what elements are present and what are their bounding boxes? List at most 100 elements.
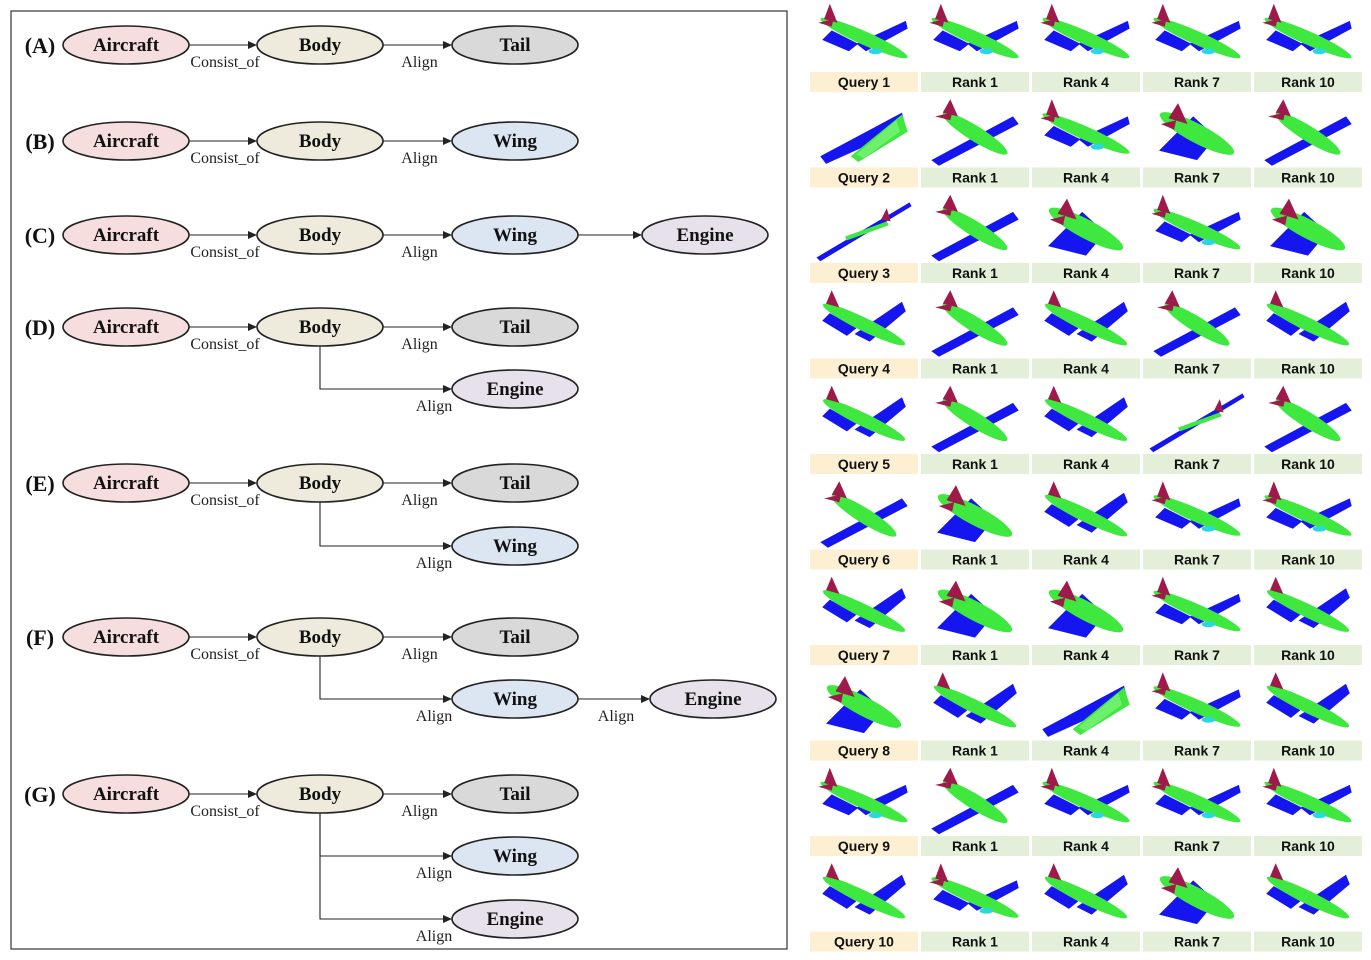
node-body: Body	[256, 25, 384, 65]
aircraft-render	[1044, 385, 1128, 441]
node-ellipse	[256, 25, 384, 65]
rank-label: Rank 4	[1063, 552, 1109, 568]
aircraft-render	[822, 863, 906, 919]
aircraft-render	[822, 576, 906, 632]
row-id-label: (F)	[26, 625, 54, 650]
node-aircraft: Aircraft	[62, 307, 190, 347]
query-caption-bg	[810, 167, 918, 188]
edge-label: Align	[416, 928, 452, 945]
rank-label: Rank 7	[1174, 361, 1220, 377]
node-ellipse	[62, 215, 190, 255]
node-label: Wing	[493, 225, 538, 246]
aircraft-render	[1151, 3, 1241, 59]
node-engine: Engine	[641, 215, 769, 255]
rank-label: Rank 4	[1063, 743, 1109, 759]
node-ellipse	[451, 121, 579, 161]
query-caption-bg	[810, 454, 918, 474]
rank-thumbnail: Rank 10	[1254, 481, 1362, 570]
aircraft-render	[929, 863, 1019, 918]
node-body: Body	[256, 774, 384, 814]
node-label: Body	[299, 473, 342, 494]
node-aircraft: Aircraft	[62, 774, 190, 814]
rank-caption-bg	[921, 931, 1029, 952]
row-id-label: (G)	[24, 782, 56, 807]
query-row-8: Query 8 Rank 1 Rank 4 Rank 7 Rank 10	[810, 672, 1362, 761]
rank-caption-bg	[1254, 931, 1362, 952]
rank-thumbnail: Rank 10	[1254, 99, 1362, 188]
diagram-row-a: (A) Consist_of Align Aircraft Body Tail	[25, 25, 579, 71]
rank-label: Rank 7	[1174, 170, 1220, 186]
node-aircraft: Aircraft	[62, 463, 190, 503]
relation-diagram-panel: (A) Consist_of Align Aircraft Body Tail (B) Con…	[10, 10, 788, 950]
query-label: Query 10	[834, 934, 894, 950]
rank-caption-bg	[1254, 549, 1362, 570]
row-id-label: (C)	[25, 223, 56, 248]
rank-label: Rank 1	[952, 265, 998, 281]
node-label: Aircraft	[93, 627, 160, 648]
aircraft-render	[1262, 3, 1352, 59]
node-label: Body	[299, 627, 342, 648]
query-caption-bg	[810, 549, 918, 570]
rank-caption-bg	[1032, 358, 1140, 379]
node-ellipse	[62, 617, 190, 657]
node-wing: Wing	[451, 836, 579, 876]
rank-caption-bg	[921, 263, 1029, 283]
node-engine: Engine	[451, 899, 579, 939]
rank-label: Rank 1	[952, 838, 998, 854]
rank-thumbnail: Rank 4	[1032, 863, 1140, 952]
rank-caption-bg	[1254, 645, 1362, 665]
edge-label: Align	[416, 708, 452, 725]
rank-thumbnail: Rank 1	[921, 3, 1029, 92]
aircraft-render	[1266, 863, 1350, 919]
rank-label: Rank 4	[1063, 265, 1109, 281]
node-wing: Wing	[451, 679, 579, 719]
rank-caption-bg	[1143, 549, 1251, 570]
edge-label: Align	[401, 244, 437, 261]
aircraft-render	[931, 290, 1019, 357]
diagram-row-b: (B) Consist_of Align Aircraft Body Wing	[25, 121, 579, 167]
rank-label: Rank 7	[1174, 456, 1220, 472]
rank-thumbnail: Rank 7	[1143, 867, 1251, 952]
rank-caption-bg	[1254, 167, 1362, 188]
node-label: Aircraft	[93, 317, 160, 338]
query-caption-bg	[810, 836, 918, 856]
aircraft-render	[1153, 290, 1241, 357]
rank-caption-bg	[1032, 263, 1140, 283]
row-id-label: (A)	[25, 33, 56, 58]
rank-thumbnail: Rank 1	[921, 99, 1029, 188]
row-id-label: (D)	[25, 315, 56, 340]
aircraft-render	[1262, 767, 1352, 823]
aircraft-render	[1151, 767, 1241, 823]
aircraft-render	[1270, 198, 1346, 256]
rank-thumbnail: Rank 4	[1032, 580, 1140, 665]
diagram-row-g: (G) Consist_of Align Align Align Aircraft Body…	[24, 774, 579, 945]
rank-thumbnail: Rank 7	[1143, 393, 1251, 474]
query-caption-bg	[810, 740, 918, 761]
aircraft-render	[1266, 290, 1350, 346]
node-label: Tail	[500, 35, 531, 56]
edge-label: Consist_of	[190, 336, 260, 353]
node-ellipse	[62, 121, 190, 161]
rank-thumbnail: Rank 4	[1032, 385, 1140, 474]
node-aircraft: Aircraft	[62, 121, 190, 161]
rank-caption-bg	[921, 454, 1029, 474]
rank-thumbnail: Rank 10	[1254, 198, 1362, 283]
query-row-6: Query 6 Rank 1 Rank 4 Rank 7 Rank 10	[810, 481, 1362, 570]
query-row-7: Query 7 Rank 1 Rank 4 Rank 7 Rank 10	[810, 576, 1362, 665]
rank-label: Rank 10	[1281, 552, 1335, 568]
node-tail: Tail	[451, 617, 579, 657]
node-ellipse	[256, 617, 384, 657]
node-ellipse	[256, 215, 384, 255]
rank-thumbnail: Rank 1	[921, 290, 1029, 379]
node-label: Engine	[486, 379, 543, 400]
rank-thumbnail: Rank 7	[1143, 290, 1251, 379]
query-thumbnail: Query 9	[810, 767, 918, 856]
aircraft-render	[1266, 576, 1350, 632]
retrieval-results-grid: Query 1 Rank 1 Rank 4 Rank 7 Rank 10 Query 2 R…	[810, 3, 1362, 952]
rank-thumbnail: Rank 1	[921, 385, 1029, 474]
node-ellipse	[451, 774, 579, 814]
retrieval-results-panel: Query 1 Rank 1 Rank 4 Rank 7 Rank 10 Query 2 R…	[810, 0, 1371, 960]
node-label: Wing	[493, 846, 538, 867]
rank-caption-bg	[921, 740, 1029, 761]
node-aircraft: Aircraft	[62, 25, 190, 65]
